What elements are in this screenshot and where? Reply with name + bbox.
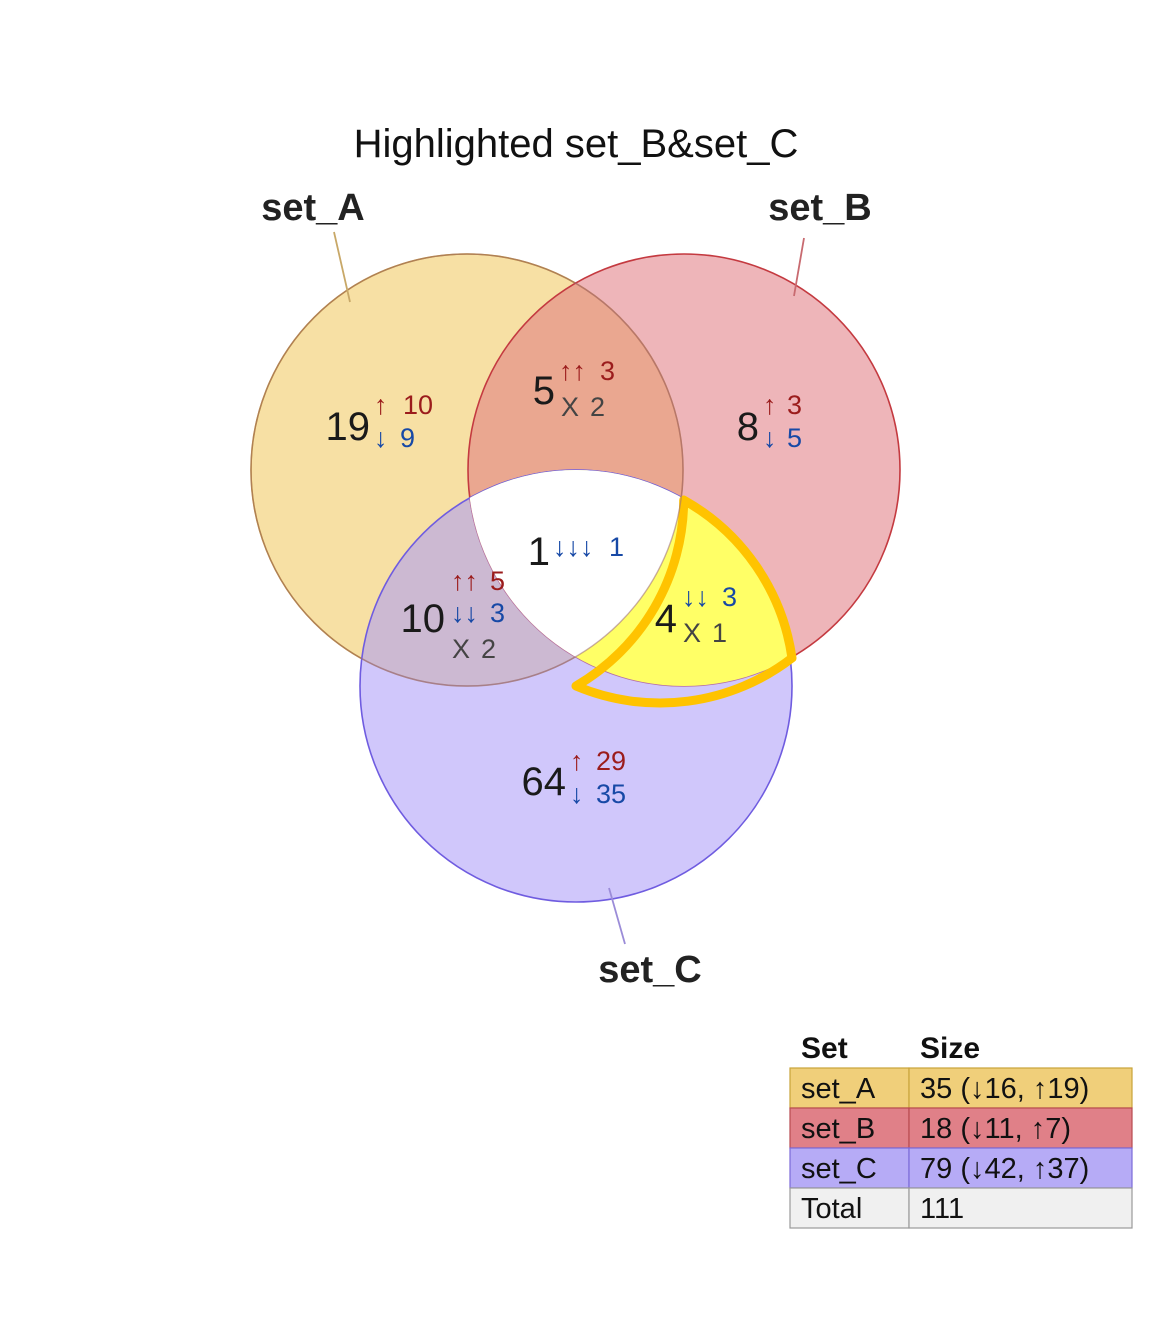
region-c-only-label: 64 ↑ 29 ↓ 35: [522, 746, 627, 809]
set-a-leader-line: [333, 231, 351, 303]
region-b-c-label: 4 ↓↓ 3 X 1: [655, 582, 737, 648]
region-down-count: 3: [722, 582, 737, 612]
region-up-count: 3: [787, 390, 802, 420]
table-cell-set: set_C: [801, 1153, 877, 1185]
table-header-size: Size: [920, 1032, 980, 1065]
summary-table: Set Size set_A 35 (↓16, ↑19) set_B 18 (↓…: [789, 1032, 1133, 1229]
region-up-arrows: ↑: [374, 390, 388, 420]
region-up-count: 10: [403, 390, 433, 420]
table-cell-size: 18 (↓11, ↑7): [920, 1113, 1071, 1145]
region-up-arrows: ↑↑: [559, 356, 586, 386]
region-up-count: 3: [600, 356, 615, 386]
region-down-count: 5: [787, 423, 802, 453]
region-count: 64: [522, 760, 567, 804]
table-cell-bg: [908, 1187, 1133, 1229]
table-cell-set: set_A: [801, 1073, 876, 1105]
region-up-count: 29: [596, 746, 626, 776]
region-down-arrows: ↓↓: [682, 582, 709, 612]
region-mixed-count: 1: [712, 618, 727, 648]
table-row: set_B 18 (↓11, ↑7): [789, 1107, 1133, 1149]
region-count: 5: [533, 369, 555, 413]
set-a-outline: [250, 253, 684, 687]
region-count: 8: [737, 405, 759, 449]
region-down-arrows: ↓↓↓: [553, 532, 594, 562]
table-cell-bg: [789, 1107, 910, 1149]
region-down-arrows: ↓: [570, 779, 584, 809]
table-cell-size: 111: [920, 1193, 964, 1225]
chart-title: Highlighted set_B&set_C: [354, 122, 799, 166]
region-down-count: 1: [609, 532, 624, 562]
region-b-only-label: 8 ↑ 3 ↓ 5: [737, 390, 802, 453]
region-a-only-label: 19 ↑ 10 ↓ 9: [326, 390, 434, 453]
table-cell-size: 35 (↓16, ↑19): [920, 1073, 1089, 1105]
table-row: set_C 79 (↓42, ↑37): [789, 1147, 1133, 1189]
table-cell-set: set_B: [801, 1113, 875, 1145]
region-up-arrows: ↑↑: [451, 566, 478, 596]
region-mixed-count: 2: [481, 634, 496, 664]
set-a-label: set_A: [261, 187, 365, 229]
region-down-count: 9: [400, 423, 415, 453]
region-down-count: 3: [490, 598, 505, 628]
table-cell-size: 79 (↓42, ↑37): [920, 1153, 1089, 1185]
set-b-label: set_B: [768, 187, 872, 229]
region-a-b-c-label: 1 ↓↓↓ 1: [528, 530, 624, 574]
table-cell-bg: [908, 1067, 1133, 1109]
region-mixed-symbol: X: [452, 634, 470, 664]
table-cell-set: Total: [801, 1193, 862, 1225]
region-down-arrows: ↓: [763, 423, 777, 453]
region-mixed-symbol: X: [683, 618, 701, 648]
region-up-count: 5: [490, 566, 505, 596]
region-count: 19: [326, 405, 371, 449]
region-count: 10: [401, 597, 446, 641]
table-row: set_A 35 (↓16, ↑19): [789, 1067, 1133, 1109]
region-a-b-label: 5 ↑↑ 3 X 2: [533, 356, 615, 422]
set-c-leader-line: [608, 887, 626, 945]
region-down-arrows: ↓: [374, 423, 388, 453]
table-cell-bg: [908, 1107, 1133, 1149]
region-mixed-count: 2: [590, 392, 605, 422]
region-up-arrows: ↑: [570, 746, 584, 776]
region-down-arrows: ↓↓: [451, 598, 478, 628]
region-mixed-symbol: X: [561, 392, 579, 422]
region-up-arrows: ↑: [763, 390, 777, 420]
table-header-set: Set: [801, 1032, 848, 1065]
table-row: Total 111: [789, 1187, 1133, 1229]
region-down-count: 35: [596, 779, 626, 809]
region-count: 4: [655, 597, 677, 641]
set-b-leader-line: [793, 237, 805, 297]
set-c-label: set_C: [598, 949, 702, 991]
region-count: 1: [528, 530, 550, 574]
region-a-c-label: 10 ↑↑ 5 ↓↓ 3 X 2: [401, 566, 506, 664]
